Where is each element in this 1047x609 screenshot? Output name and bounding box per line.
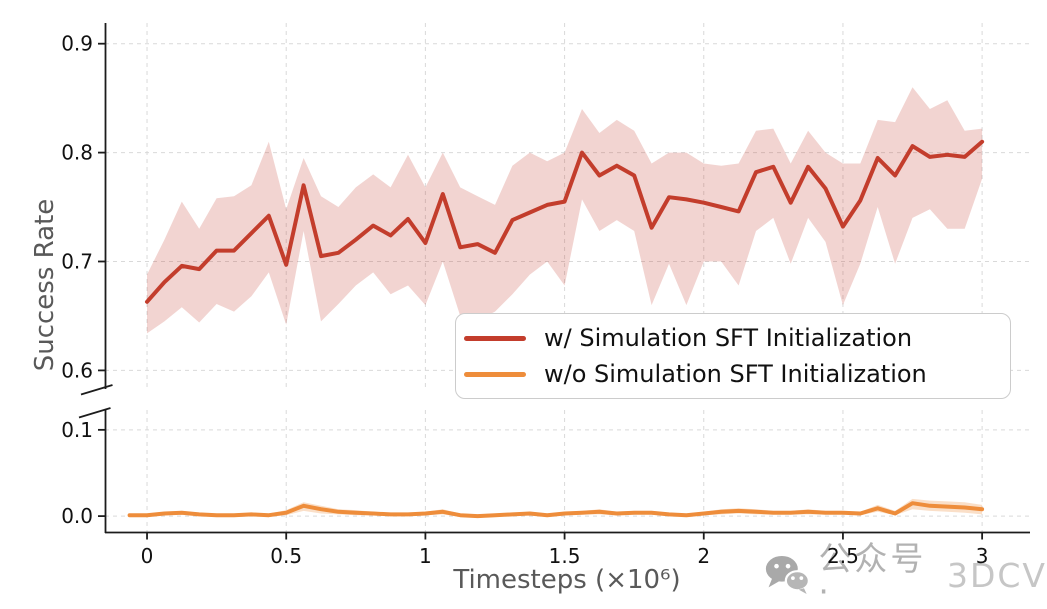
y-tick-label: 0.8: [61, 141, 93, 165]
legend: w/ Simulation SFT Initialization w/o Sim…: [455, 313, 1011, 399]
legend-line-swatch-orange: [464, 371, 526, 377]
legend-line-swatch-red: [464, 335, 526, 341]
x-axis-label: Timesteps (×10⁶): [453, 565, 681, 595]
y-tick-label: 0.9: [61, 32, 93, 56]
x-tick-label: 2: [697, 544, 710, 568]
legend-item-with-sft: w/ Simulation SFT Initialization: [464, 326, 1010, 350]
axes: 0.9 0.8 0.7 0.6 0.1 0.0 0 0.5 1 1.5 2 2.5 3: [61, 23, 1030, 568]
x-tick-label: 2.5: [827, 544, 859, 568]
y-axis-label: Success Rate: [30, 198, 60, 372]
x-tick-label: 1: [419, 544, 432, 568]
y-tick-label: 0.1: [61, 418, 93, 442]
y-tick-label: 0.7: [61, 249, 93, 273]
legend-label-with-sft: w/ Simulation SFT Initialization: [544, 324, 913, 352]
data-line: [127, 501, 985, 519]
x-tick-label: 0.5: [270, 544, 302, 568]
data-line: [145, 139, 985, 304]
x-tick-label: 0: [141, 544, 154, 568]
legend-item-without-sft: w/o Simulation SFT Initialization: [464, 362, 1010, 386]
watermark-text-cn: 公众号 ·: [818, 539, 927, 609]
axis-break-mark-upper: [80, 384, 113, 396]
x-tick-label: 3: [976, 544, 989, 568]
confidence-band: [147, 87, 983, 334]
watermark: 公众号 · 3DCV: [765, 542, 1047, 608]
watermark-text-en: 3DCV: [946, 555, 1047, 595]
y-tick-label: 0.6: [61, 358, 93, 382]
wechat-icon: [765, 555, 810, 595]
axis-break-mark-lower: [78, 407, 111, 419]
bottom-subplot: [105, 410, 1030, 533]
legend-label-without-sft: w/o Simulation SFT Initialization: [544, 360, 927, 388]
y-tick-label: 0.0: [61, 504, 93, 528]
x-tick-label: 1.5: [549, 544, 581, 568]
